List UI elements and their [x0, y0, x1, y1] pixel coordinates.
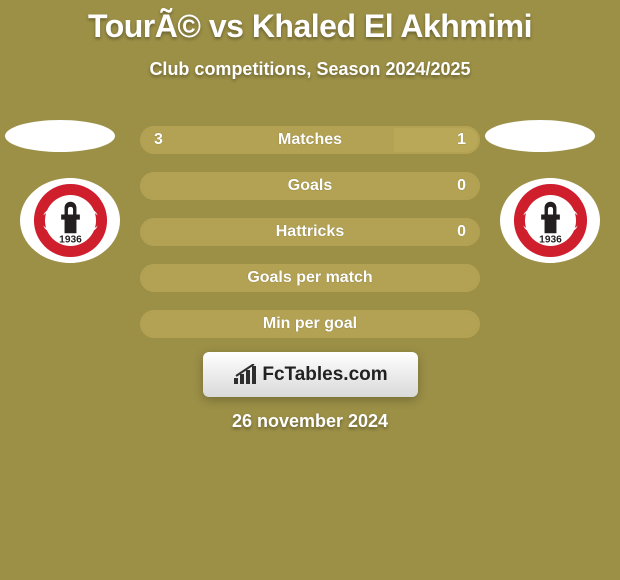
- bars-icon: [232, 364, 260, 386]
- stat-label: Hattricks: [142, 220, 478, 244]
- player-left-oval: [5, 120, 115, 152]
- stat-row: Goals per match: [140, 264, 480, 292]
- stat-value-right: 0: [457, 174, 466, 198]
- fctables-badge[interactable]: FcTables.com: [203, 352, 418, 397]
- svg-text:1936: 1936: [539, 235, 562, 246]
- team-crest-right: 1936: [500, 178, 600, 263]
- stat-value-right: 0: [457, 220, 466, 244]
- page-date: 26 november 2024: [0, 411, 620, 432]
- fctables-badge-text: FcTables.com: [262, 364, 387, 386]
- stat-label: Matches: [142, 128, 478, 152]
- player-right-oval: [485, 120, 595, 152]
- stat-row: Min per goal: [140, 310, 480, 338]
- stat-row: Goals0: [140, 172, 480, 200]
- team-crest-left: 1936: [20, 178, 120, 263]
- stat-row: Hattricks0: [140, 218, 480, 246]
- stat-label: Goals per match: [142, 266, 478, 290]
- page-subtitle: Club competitions, Season 2024/2025: [0, 59, 620, 80]
- stat-label: Goals: [142, 174, 478, 198]
- svg-text:1936: 1936: [59, 235, 82, 246]
- stat-label: Min per goal: [142, 312, 478, 336]
- stats-panel: Matches31Goals0Hattricks0Goals per match…: [140, 126, 480, 356]
- stat-value-right: 1: [457, 128, 466, 152]
- stat-row: Matches3 1: [140, 126, 480, 154]
- stat-value-left: 3: [154, 128, 163, 152]
- page-title: TourÃ© vs Khaled El Akhmimi: [0, 0, 620, 45]
